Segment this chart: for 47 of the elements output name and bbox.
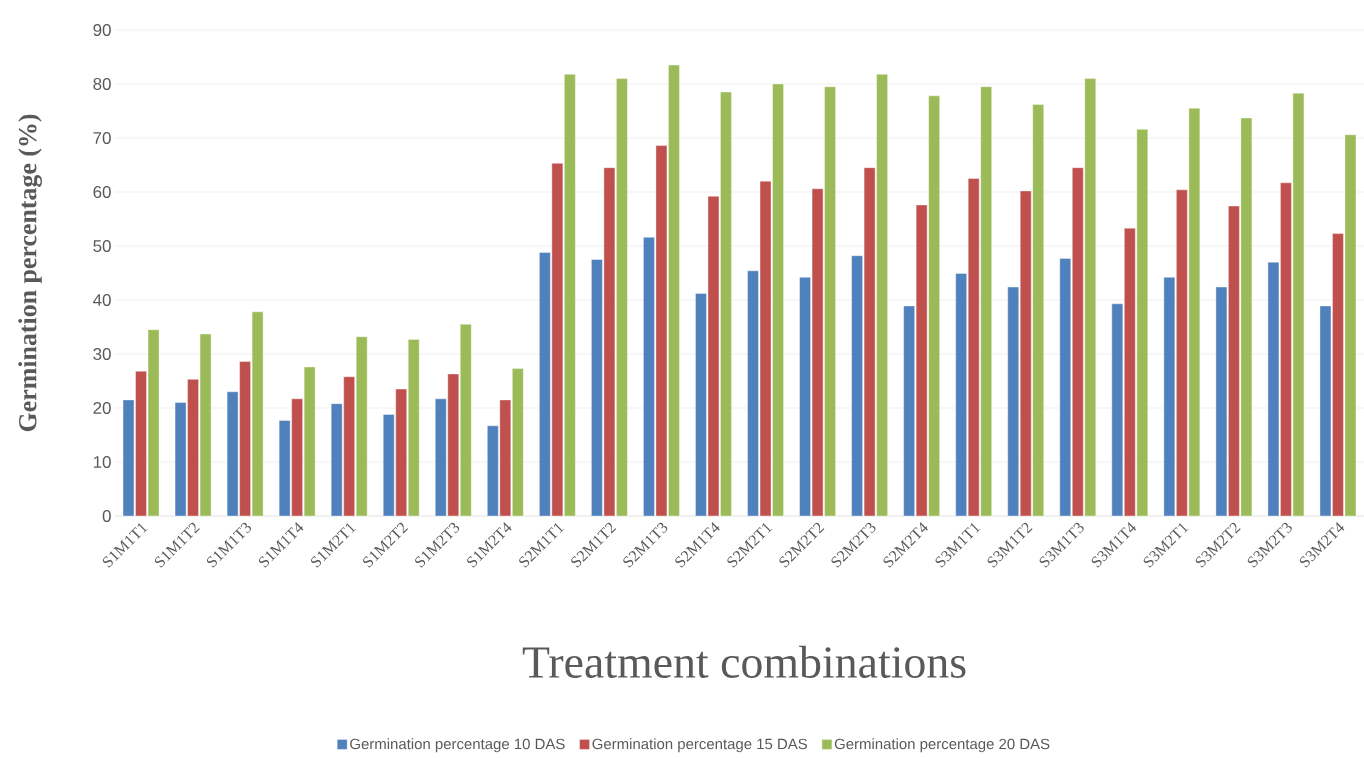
bar (824, 86, 836, 516)
y-tick-label: 10 (93, 456, 111, 468)
y-tick-label: 80 (93, 77, 111, 90)
bar (330, 403, 343, 516)
bar (1084, 78, 1096, 516)
bar (643, 237, 655, 516)
bar (512, 368, 524, 516)
y-tick-label: 0 (102, 510, 111, 522)
bar (851, 255, 863, 516)
y-tick-label: 40 (93, 293, 111, 306)
bar (876, 74, 888, 516)
legend-label: Germination percentage 10 DAS (350, 738, 565, 753)
bar (1059, 258, 1071, 516)
x-axis-title: Treatment combinations (522, 645, 966, 678)
y-tick-label: 20 (93, 402, 111, 414)
legend-label: Germination percentage 15 DAS (592, 738, 807, 753)
bar (539, 252, 551, 516)
bar (980, 86, 992, 516)
y-tick-label: 90 (93, 23, 111, 36)
y-tick-label: 60 (93, 185, 111, 198)
bar (799, 277, 811, 516)
bar (435, 398, 447, 516)
bar (928, 95, 940, 516)
bar (772, 83, 784, 516)
bar (460, 324, 472, 516)
bar (695, 293, 707, 516)
bar (903, 305, 915, 516)
legend-label: Germination percentage 20 DAS (834, 738, 1050, 753)
y-axis-title: Germination percentage (%) (18, 114, 42, 432)
bar (668, 64, 680, 516)
bar (564, 74, 576, 516)
bar (408, 339, 420, 516)
bar (616, 78, 628, 516)
bar (1136, 129, 1149, 516)
bar (383, 414, 395, 516)
bar (955, 273, 967, 516)
bar (487, 425, 499, 516)
bar (355, 336, 368, 516)
y-tick-label: 30 (93, 348, 111, 360)
bar (720, 91, 732, 516)
bar (1032, 104, 1044, 516)
bar (747, 270, 759, 516)
y-tick-label: 70 (93, 131, 111, 144)
y-tick-label: 50 (93, 239, 111, 252)
bar (591, 259, 603, 516)
bar (1111, 303, 1124, 516)
bar (1007, 286, 1019, 516)
